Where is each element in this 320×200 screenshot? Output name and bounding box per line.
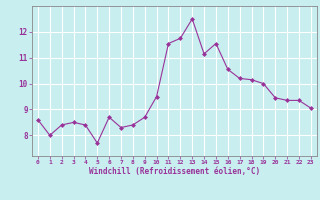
- X-axis label: Windchill (Refroidissement éolien,°C): Windchill (Refroidissement éolien,°C): [89, 167, 260, 176]
